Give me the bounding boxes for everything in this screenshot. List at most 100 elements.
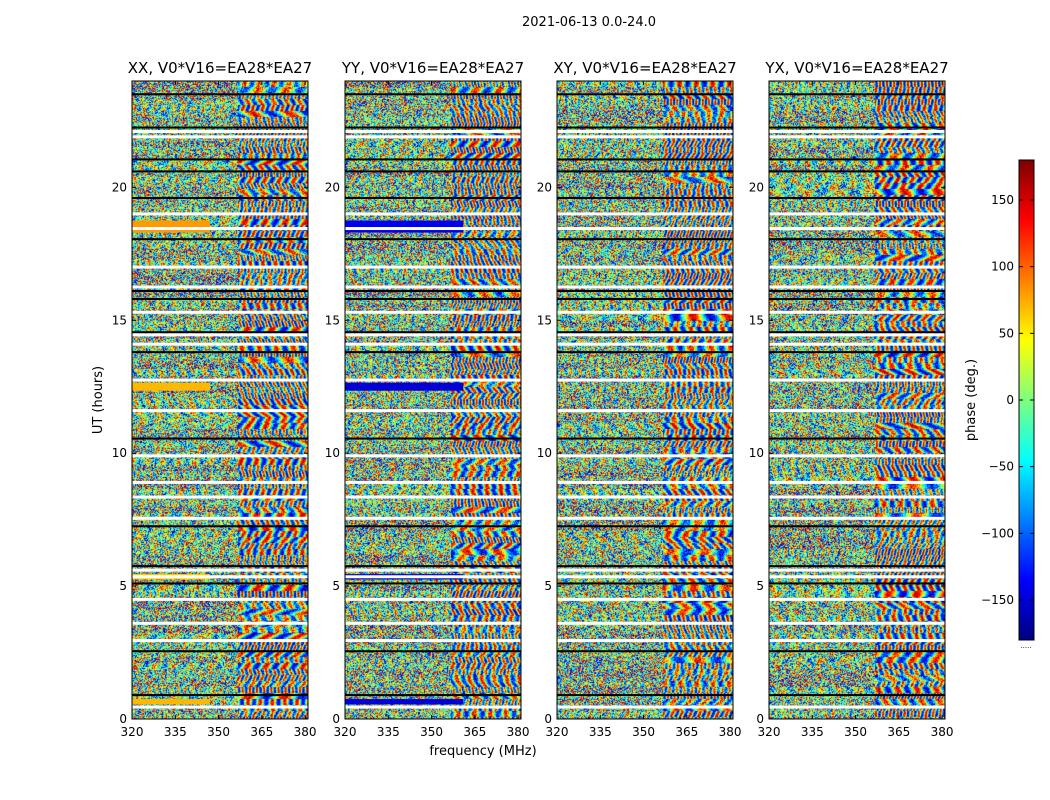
colorbar-tick-label: 0 xyxy=(1006,393,1014,407)
y-tick-label: 0 xyxy=(544,712,552,726)
y-tick-label: 10 xyxy=(112,446,127,460)
flagged-row-16 xyxy=(557,285,733,289)
flagged-row-15 xyxy=(345,310,521,314)
dark-row-8 xyxy=(769,331,945,334)
dark-row-3 xyxy=(132,582,308,585)
dark-row-15 xyxy=(557,126,733,129)
flagged-row-4 xyxy=(132,597,308,601)
x-tick-label: 365 xyxy=(675,725,698,739)
panel-4: YX, V0*V16=EA28*EA27 320 335 350 365 380 0 5 10 1… xyxy=(749,59,954,739)
coherent-band-2 xyxy=(132,382,210,391)
flagged-row-4 xyxy=(769,597,945,601)
coherent-band-3 xyxy=(132,220,210,233)
x-tick-label: 335 xyxy=(164,725,187,739)
figure-title: 2021-06-13 0.0-24.0 xyxy=(522,15,656,30)
y-tick-label: 5 xyxy=(332,579,340,593)
dark-row-15 xyxy=(769,126,945,129)
colorbar-tick-label: −50 xyxy=(989,460,1014,474)
flagged-row-13 xyxy=(132,342,308,346)
x-tick-label: 320 xyxy=(758,725,781,739)
phase-heatmap xyxy=(769,81,945,719)
dark-row-12 xyxy=(557,196,733,199)
dark-row-16 xyxy=(132,93,308,96)
dark-row-1 xyxy=(557,694,733,697)
dark-row-9 xyxy=(345,297,521,300)
dark-row-11 xyxy=(132,238,308,241)
y-tick-label: 0 xyxy=(756,712,764,726)
flagged-row-10 xyxy=(557,454,733,458)
panel-title: YX, V0*V16=EA28*EA27 xyxy=(764,59,948,77)
dark-row-3 xyxy=(345,582,521,585)
flagged-row-19 xyxy=(769,212,945,216)
coherent-band-2 xyxy=(345,382,464,391)
flagged-row-7 xyxy=(769,516,945,520)
dark-row-16 xyxy=(557,93,733,96)
flagged-row-14 xyxy=(769,333,945,337)
colorbar-tick-label: −150 xyxy=(981,593,1014,607)
flagged-row-17 xyxy=(557,265,733,269)
flagged-row-18 xyxy=(769,227,945,231)
panel-3: XY, V0*V16=EA28*EA27 320 335 350 365 380 0 5 10 1… xyxy=(537,59,742,739)
x-tick-label: 335 xyxy=(589,725,612,739)
panel-2: YY, V0*V16=EA28*EA27 320 335 350 365 380 0 5 10 1… xyxy=(325,59,530,739)
y-tick-label: 15 xyxy=(749,313,764,327)
dark-row-4 xyxy=(769,565,945,568)
dark-row-7 xyxy=(132,351,308,354)
dark-row-6 xyxy=(132,437,308,440)
dark-row-11 xyxy=(557,238,733,241)
flagged-row-2 xyxy=(132,639,308,643)
x-tick-label: 350 xyxy=(207,725,230,739)
dark-row-13 xyxy=(345,170,521,173)
flagged-row-10 xyxy=(769,454,945,458)
x-tick-label: 335 xyxy=(801,725,824,739)
y-tick-label: 20 xyxy=(325,180,340,194)
dark-row-13 xyxy=(769,170,945,173)
dark-row-11 xyxy=(769,238,945,241)
flagged-row-18 xyxy=(557,227,733,231)
colorbar-tick-label: 50 xyxy=(999,326,1014,340)
flagged-row-6 xyxy=(557,568,733,572)
y-tick-label: 0 xyxy=(119,712,127,726)
dark-row-2 xyxy=(769,650,945,653)
flagged-row-19 xyxy=(132,212,308,216)
dark-row-10 xyxy=(769,290,945,293)
dark-row-8 xyxy=(557,331,733,334)
panel-title: XY, V0*V16=EA28*EA27 xyxy=(553,59,736,77)
y-tick-label: 5 xyxy=(544,579,552,593)
dark-row-9 xyxy=(132,297,308,300)
flagged-row-11 xyxy=(557,409,733,413)
dark-row-14 xyxy=(557,158,733,161)
y-tick-label: 15 xyxy=(537,313,552,327)
dark-row-4 xyxy=(132,565,308,568)
x-tick-label: 350 xyxy=(632,725,655,739)
flagged-row-5 xyxy=(345,575,521,579)
panel-frame xyxy=(344,80,522,720)
dark-row-10 xyxy=(345,290,521,293)
y-tick-label: 0 xyxy=(332,712,340,726)
x-tick-label: 350 xyxy=(420,725,443,739)
dark-row-1 xyxy=(345,694,521,697)
flagged-row-13 xyxy=(557,342,733,346)
dark-row-6 xyxy=(557,437,733,440)
flagged-row-21 xyxy=(132,130,308,134)
panel-frame xyxy=(131,80,309,720)
dark-row-2 xyxy=(557,650,733,653)
colorbar-label: phase (deg.) xyxy=(964,359,979,441)
flagged-row-16 xyxy=(769,285,945,289)
dark-row-2 xyxy=(132,650,308,653)
panel-frame xyxy=(768,80,946,720)
flagged-row-15 xyxy=(557,310,733,314)
flagged-row-7 xyxy=(557,516,733,520)
flagged-row-17 xyxy=(132,265,308,269)
flagged-row-12 xyxy=(557,378,733,382)
flagged-row-14 xyxy=(557,333,733,337)
dark-row-8 xyxy=(132,331,308,334)
flagged-row-18 xyxy=(132,227,308,231)
x-tick-label: 380 xyxy=(507,725,530,739)
dark-row-12 xyxy=(769,196,945,199)
dark-row-5 xyxy=(557,525,733,528)
dark-row-4 xyxy=(345,565,521,568)
flagged-row-1 xyxy=(769,705,945,709)
phase-heatmap xyxy=(345,81,521,719)
y-tick-label: 5 xyxy=(756,579,764,593)
